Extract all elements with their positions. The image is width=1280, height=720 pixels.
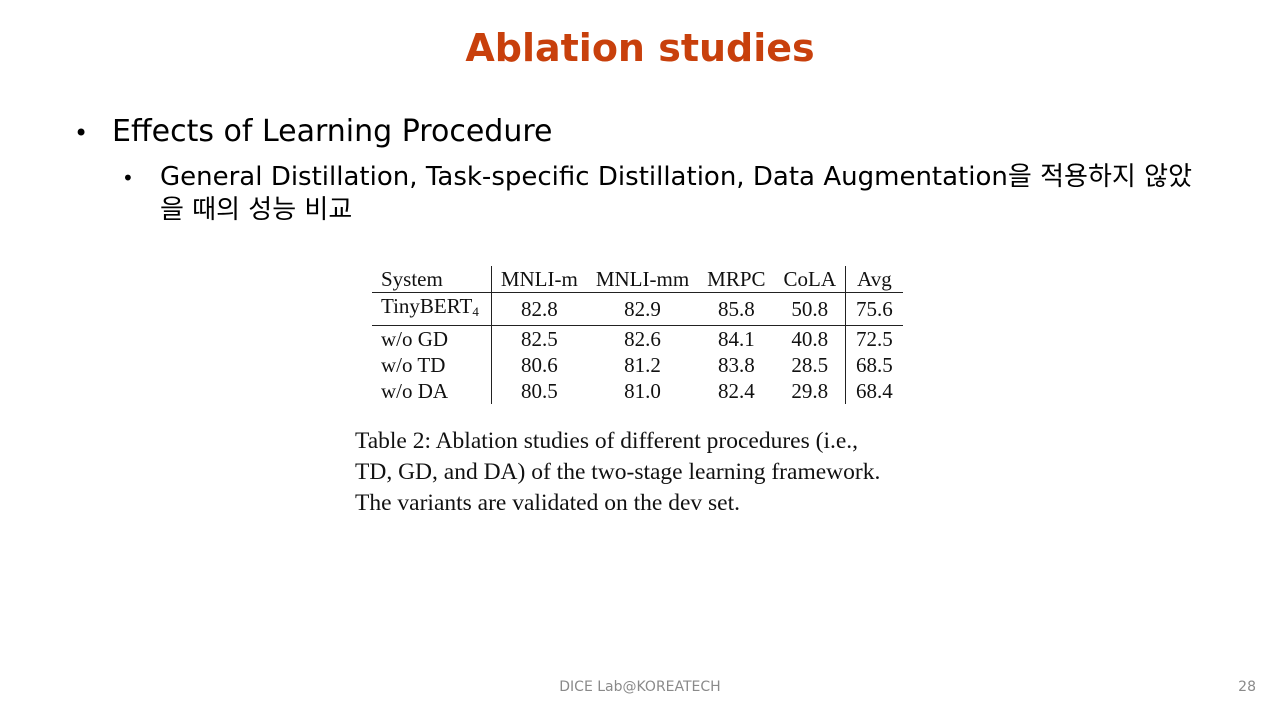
table-cell: 84.1 xyxy=(717,327,755,351)
slide-title: Ablation studies xyxy=(465,26,815,70)
bullet-text-distillation-comparison: General Distillation, Task-specific Dist… xyxy=(160,162,1192,225)
header-mrpc: MRPC xyxy=(707,267,766,291)
table-cell: 82.4 xyxy=(717,379,755,403)
row-system-label: w/o DA xyxy=(372,378,492,404)
table-row: TinyBERT4 82.8 82.9 85.8 50.8 75.6 xyxy=(372,292,903,326)
header-cola: CoLA xyxy=(783,267,837,291)
caption-line: The variants are validated on the dev se… xyxy=(355,490,740,516)
table-cell: 82.5 xyxy=(520,327,558,351)
footer-lab-name: DICE Lab@KOREATECH xyxy=(559,679,721,695)
bullet-level-2: • General Distillation, Task-specific Di… xyxy=(122,161,1192,227)
bullet-level-1: • Effects of Learning Procedure xyxy=(74,114,552,149)
table-cell-avg: 72.5 xyxy=(845,325,903,352)
table-cell: 80.6 xyxy=(520,353,558,377)
caption-line: TD, GD, and DA) of the two-stage learnin… xyxy=(355,459,881,485)
bullet-text-learning-procedure: Effects of Learning Procedure xyxy=(112,114,553,149)
row-system-label: w/o GD xyxy=(372,325,492,352)
header-avg: Avg xyxy=(845,266,903,293)
table-cell: 50.8 xyxy=(774,292,846,326)
row-system-label: w/o TD xyxy=(372,352,492,378)
header-mnli-m: MNLI-m xyxy=(500,267,578,291)
table-row: w/o DA 80.5 81.0 82.4 29.8 68.4 xyxy=(372,378,903,404)
header-system: System xyxy=(372,266,492,293)
page-number: 28 xyxy=(1238,679,1256,695)
row-system-label: TinyBERT4 xyxy=(372,292,492,326)
table-cell: 85.8 xyxy=(698,292,775,326)
table-cell: 82.9 xyxy=(586,292,699,326)
table-cell-avg: 68.5 xyxy=(845,352,903,378)
table-row: w/o TD 80.6 81.2 83.8 28.5 68.5 xyxy=(372,352,903,378)
sub-bullet-dot: • xyxy=(122,166,134,190)
table-cell-avg: 68.4 xyxy=(845,378,903,404)
system-name: TinyBERT xyxy=(381,294,473,318)
table-cell: 28.5 xyxy=(791,353,829,377)
table-cell: 82.6 xyxy=(624,327,661,351)
ablation-table: System MNLI-m MNLI-mm MRPC CoLA Avg Tiny… xyxy=(372,266,903,404)
table-cell: 40.8 xyxy=(791,327,829,351)
table-cell: 81.2 xyxy=(624,353,661,377)
table-cell: 83.8 xyxy=(717,353,755,377)
caption-line: Table 2: Ablation studies of different p… xyxy=(355,428,859,454)
table-cell: 81.0 xyxy=(624,379,661,403)
bullet-dot: • xyxy=(74,119,89,147)
table-header-row: System MNLI-m MNLI-mm MRPC CoLA Avg xyxy=(372,266,903,293)
header-mnli-mm: MNLI-mm xyxy=(595,267,690,291)
system-subscript: 4 xyxy=(472,304,479,319)
table-cell: 29.8 xyxy=(791,379,829,403)
table-caption: Table 2: Ablation studies of different p… xyxy=(355,426,945,519)
table-cell: 82.8 xyxy=(491,292,587,326)
table-cell-avg: 75.6 xyxy=(845,292,903,326)
ablation-table-figure: System MNLI-m MNLI-mm MRPC CoLA Avg Tiny… xyxy=(372,266,920,404)
table-row: w/o GD 82.5 82.6 84.1 40.8 72.5 xyxy=(372,325,903,352)
table-cell: 80.5 xyxy=(520,379,558,403)
